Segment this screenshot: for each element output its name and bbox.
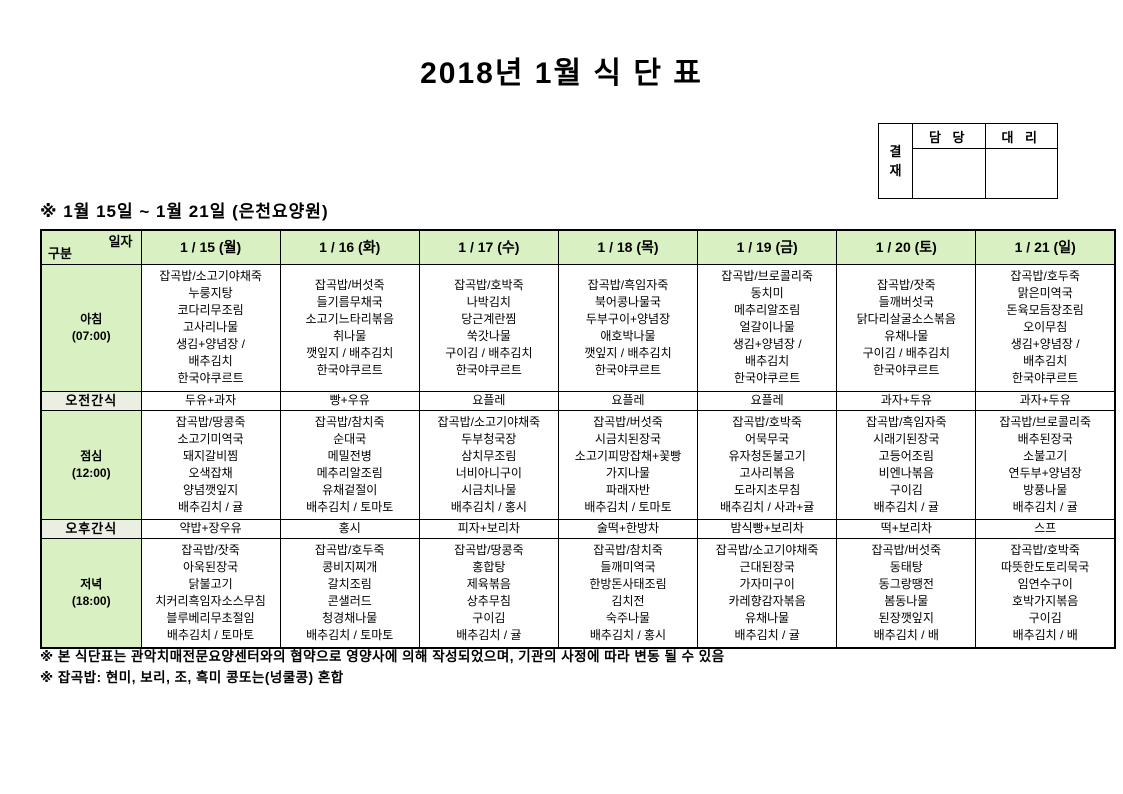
footnote-1: ※ 본 식단표는 관악치매전문요양센터와의 협약으로 영양사에 의해 작성되었으… bbox=[40, 649, 725, 664]
afternoon-snack-mon: 약밥+장우유 bbox=[140, 518, 281, 539]
day-header-thu: 1 / 18 (목) bbox=[557, 229, 699, 265]
dinner-wed: 잡곡밥/땅콩죽 홍합탕 제육볶음 상추무침 구이김 배추김치 / 귤 bbox=[418, 537, 559, 648]
lunch-thu: 잡곡밥/버섯죽 시금치된장국 소고기피망잡채+꽃빵 가지나물 파래자반 배추김치… bbox=[557, 409, 699, 520]
day-header-row: 일자 구분 1 / 15 (월) 1 / 16 (화) 1 / 17 (수) 1… bbox=[40, 229, 1116, 265]
lunch-time: (12:00) bbox=[71, 465, 111, 480]
approval-col-daeri: 대 리 bbox=[984, 124, 1058, 148]
afternoon-snack-wed: 피자+보리차 bbox=[418, 518, 559, 539]
lunch-fri: 잡곡밥/호박죽 어묵무국 유자청돈불고기 고사리볶음 도라지초무침 배추김치 /… bbox=[697, 409, 838, 520]
breakfast-fri: 잡곡밥/브로콜리죽 동치미 메추리알조림 얼갈이나물 생김+양념장 / 배추김치… bbox=[697, 263, 838, 392]
afternoon-snack-row: 오후간식 약밥+장우유 홍시 피자+보리차 술떡+한방차 밤식빵+보리차 떡+보… bbox=[40, 518, 1116, 539]
corner-cell: 일자 구분 bbox=[40, 229, 142, 265]
approval-stamp-label: 결재 bbox=[889, 143, 902, 179]
afternoon-snack-thu: 술떡+한방차 bbox=[557, 518, 699, 539]
approval-columns: 담 당 대 리 bbox=[913, 124, 1057, 198]
approval-col-damdang: 담 당 bbox=[928, 129, 969, 145]
dinner-tue: 잡곡밥/호두죽 콩비지찌개 갈치조림 콘샐러드 청경채나물 배추김치 / 토마토 bbox=[279, 537, 420, 648]
afternoon-snack-fri: 밤식빵+보리차 bbox=[697, 518, 838, 539]
lunch-sat: 잡곡밥/흑임자죽 시래기된장국 고등어조림 비엔나볶음 구이김 배추김치 / 귤 bbox=[836, 409, 977, 520]
day-header-fri: 1 / 19 (금) bbox=[697, 229, 838, 265]
dinner-sun: 잡곡밥/호박죽 따뜻한도토리묵국 임연수구이 호박가지볶음 구이김 배추김치 /… bbox=[975, 537, 1116, 648]
breakfast-wed: 잡곡밥/호박죽 나박김치 당근계란찜 쑥갓나물 구이김 / 배추김치 한국야쿠르… bbox=[418, 263, 559, 392]
day-header-sun: 1 / 21 (일) bbox=[975, 229, 1116, 265]
dinner-sat: 잡곡밥/버섯죽 동태탕 동그랑땡전 봄동나물 된장깻잎지 배추김치 / 배 bbox=[836, 537, 977, 648]
corner-label-date: 일자 bbox=[108, 234, 133, 249]
footnotes: ※ 본 식단표는 관악치매전문요양센터와의 협약으로 영양사에 의해 작성되었으… bbox=[40, 646, 725, 688]
breakfast-sun: 잡곡밥/호두죽 맑은미역국 돈육모듬장조림 오이무침 생김+양념장 / 배추김치… bbox=[975, 263, 1116, 392]
morning-snack-row: 오전간식 두유+과자 빵+우유 요플레 요플레 요플레 과자+두유 과자+두유 bbox=[40, 390, 1116, 411]
breakfast-mon: 잡곡밥/소고기야채죽 누룽지탕 코다리무조림 고사리나물 생김+양념장 / 배추… bbox=[140, 263, 281, 392]
day-header-sat: 1 / 20 (토) bbox=[836, 229, 977, 265]
approval-sign-space-daeri bbox=[984, 149, 1058, 198]
breakfast-row-label: 아침 (07:00) bbox=[40, 263, 142, 392]
dinner-time: (18:00) bbox=[71, 593, 111, 608]
breakfast-row: 아침 (07:00) 잡곡밥/소고기야채죽 누룽지탕 코다리무조림 고사리나물 … bbox=[40, 263, 1116, 392]
dinner-fri: 잡곡밥/소고기야채죽 근대된장국 가자미구이 카레향감자볶음 유채나물 배추김치… bbox=[697, 537, 838, 648]
dinner-row: 저녁 (18:00) 잡곡밥/잣죽 아욱된장국 닭불고기 치커리흑임자소스무침 … bbox=[40, 537, 1116, 648]
morning-snack-sun: 과자+두유 bbox=[975, 390, 1116, 411]
approval-box: 결재 담 당 대 리 bbox=[878, 123, 1058, 199]
footnote-2: ※ 잡곡밥: 현미, 보리, 조, 흑미 콩또는(넝쿨콩) 혼합 bbox=[40, 670, 344, 685]
corner-label-category: 구분 bbox=[48, 245, 72, 261]
day-header-mon: 1 / 15 (월) bbox=[140, 229, 281, 265]
dinner-label: 저녁 bbox=[80, 576, 103, 591]
day-header-tue: 1 / 16 (화) bbox=[279, 229, 420, 265]
dinner-thu: 잡곡밥/참치죽 들깨미역국 한방돈사태조림 김치전 숙주나물 배추김치 / 홍시 bbox=[557, 537, 699, 648]
date-range-subtitle: ※ 1월 15일 ~ 1월 21일 (은천요양원) bbox=[40, 202, 329, 221]
approval-sign-space-damdang bbox=[913, 149, 985, 198]
morning-snack-sat: 과자+두유 bbox=[836, 390, 977, 411]
approval-signature-row bbox=[913, 149, 1057, 198]
lunch-row-label: 점심 (12:00) bbox=[40, 409, 142, 520]
afternoon-snack-tue: 홍시 bbox=[279, 518, 420, 539]
dinner-row-label: 저녁 (18:00) bbox=[40, 537, 142, 648]
breakfast-label: 아침 bbox=[80, 311, 103, 326]
breakfast-thu: 잡곡밥/흑임자죽 북어콩나물국 두부구이+양념장 애호박나물 깻잎지 / 배추김… bbox=[557, 263, 699, 392]
lunch-sun: 잡곡밥/브로콜리죽 배추된장국 소불고기 연두부+양념장 방풍나물 배추김치 /… bbox=[975, 409, 1116, 520]
breakfast-sat: 잡곡밥/잣죽 들깨버섯국 닭다리살굴소스볶음 유채나물 구이김 / 배추김치 한… bbox=[836, 263, 977, 392]
dinner-mon: 잡곡밥/잣죽 아욱된장국 닭불고기 치커리흑임자소스무침 블루베리무초절임 배추… bbox=[140, 537, 281, 648]
afternoon-snack-sat: 떡+보리차 bbox=[836, 518, 977, 539]
morning-snack-mon: 두유+과자 bbox=[140, 390, 281, 411]
approval-header-row: 담 당 대 리 bbox=[913, 124, 1057, 149]
morning-snack-tue: 빵+우유 bbox=[279, 390, 420, 411]
lunch-mon: 잡곡밥/땅콩죽 소고기미역국 돼지갈비찜 오색잡채 양념깻잎지 배추김치 / 귤 bbox=[140, 409, 281, 520]
morning-snack-label: 오전간식 bbox=[40, 390, 142, 411]
breakfast-tue: 잡곡밥/버섯죽 들기름무채국 소고기느타리볶음 취나물 깻잎지 / 배추김치 한… bbox=[279, 263, 420, 392]
afternoon-snack-sun: 스프 bbox=[975, 518, 1116, 539]
lunch-wed: 잡곡밥/소고기야채죽 두부청국장 삼치무조림 너비아니구이 시금치나물 배추김치… bbox=[418, 409, 559, 520]
menu-table: 일자 구분 1 / 15 (월) 1 / 16 (화) 1 / 17 (수) 1… bbox=[40, 229, 1116, 649]
page-title: 2018년 1월 식 단 표 bbox=[420, 57, 703, 90]
approval-stamp-cell: 결재 bbox=[879, 124, 913, 198]
morning-snack-thu: 요플레 bbox=[557, 390, 699, 411]
breakfast-time: (07:00) bbox=[71, 328, 111, 343]
morning-snack-wed: 요플레 bbox=[418, 390, 559, 411]
lunch-label: 점심 bbox=[80, 448, 103, 463]
day-header-wed: 1 / 17 (수) bbox=[418, 229, 559, 265]
lunch-row: 점심 (12:00) 잡곡밥/땅콩죽 소고기미역국 돼지갈비찜 오색잡채 양념깻… bbox=[40, 409, 1116, 520]
lunch-tue: 잡곡밥/참치죽 순대국 메밀전병 메추리알조림 유채겉절이 배추김치 / 토마토 bbox=[279, 409, 420, 520]
morning-snack-fri: 요플레 bbox=[697, 390, 838, 411]
afternoon-snack-label: 오후간식 bbox=[40, 518, 142, 539]
